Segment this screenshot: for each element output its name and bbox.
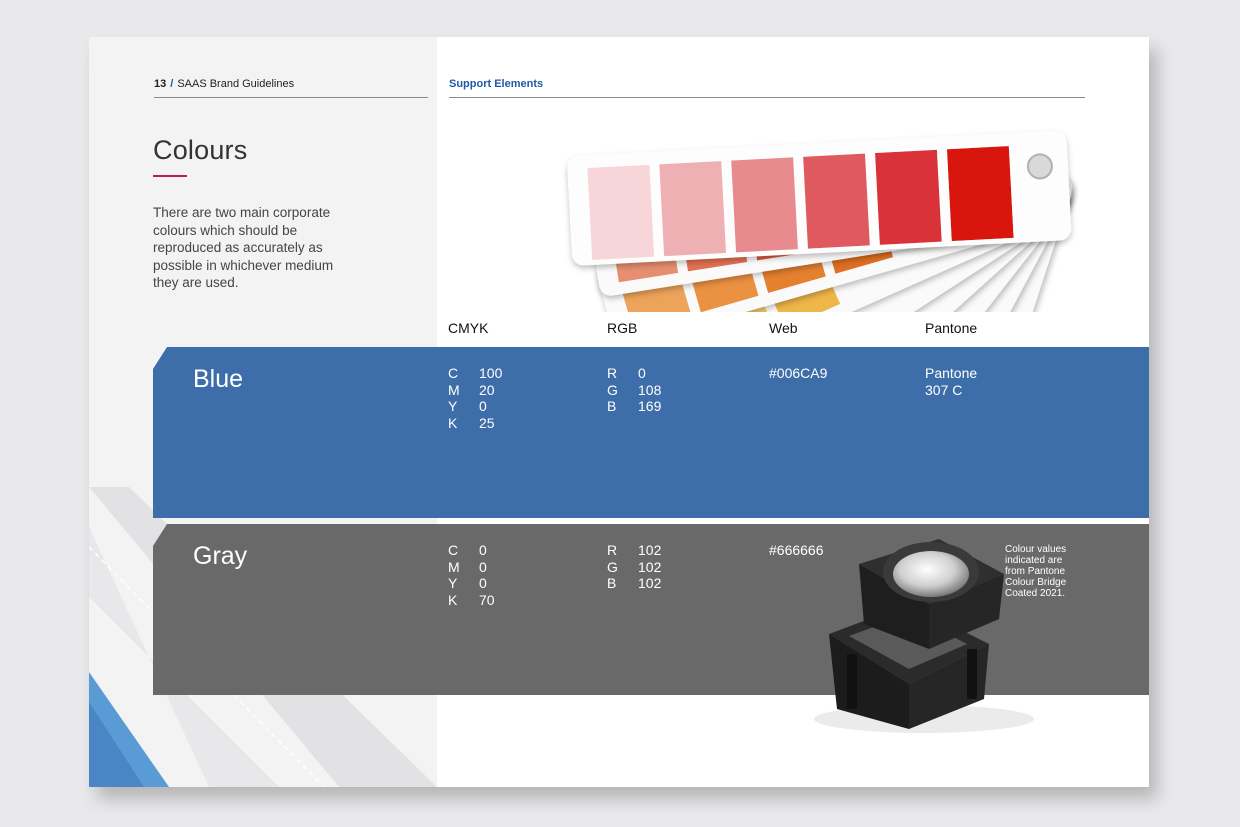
colour-name: Gray [193,542,248,570]
column-header-web: Web [769,320,798,336]
colour-swatch-fan-image [567,130,1073,312]
rgb-values: R 102 G 102 B 102 [607,542,661,592]
rgb-row-b: B 102 [607,575,662,592]
colour-name: Blue [193,365,244,393]
column-header-rgb: RGB [607,320,638,336]
intro-paragraph: There are two main corporate colours whi… [153,205,334,290]
header-separator: / [170,78,174,90]
brand-guidelines-spread: 13/SAAS Brand Guidelines Support Element… [89,37,1149,787]
cmyk-row-k: K 70 [448,591,495,608]
rgb-row-r: R 102 [607,542,662,558]
rgb-row-g: G 102 [607,558,662,575]
page-header: 13/SAAS Brand Guidelines [154,78,428,98]
document-title: SAAS Brand Guidelines [177,78,295,90]
colour-source-note: Colour values indicated are from Pantone… [1005,544,1067,599]
rgb-row-g: G 108 [607,381,662,398]
web-value: #006CA9 [769,365,828,381]
magnifying-loupe-image [814,539,1034,733]
pantone-value: Pantone 307 C [925,365,978,398]
page-title: Colours [153,135,248,165]
section-header: Support Elements [449,78,1085,98]
column-header-pantone: Pantone [925,320,978,336]
web-value: #666666 [769,542,824,558]
page-number: 13 [154,78,167,90]
cmyk-row-c: C 100 [448,365,503,381]
title-underline [153,175,187,177]
cmyk-row-k: K 25 [448,414,495,431]
cmyk-row-m: M 20 [448,381,495,398]
rgb-row-b: B 169 [607,398,662,415]
column-header-cmyk: CMYK [448,320,489,336]
